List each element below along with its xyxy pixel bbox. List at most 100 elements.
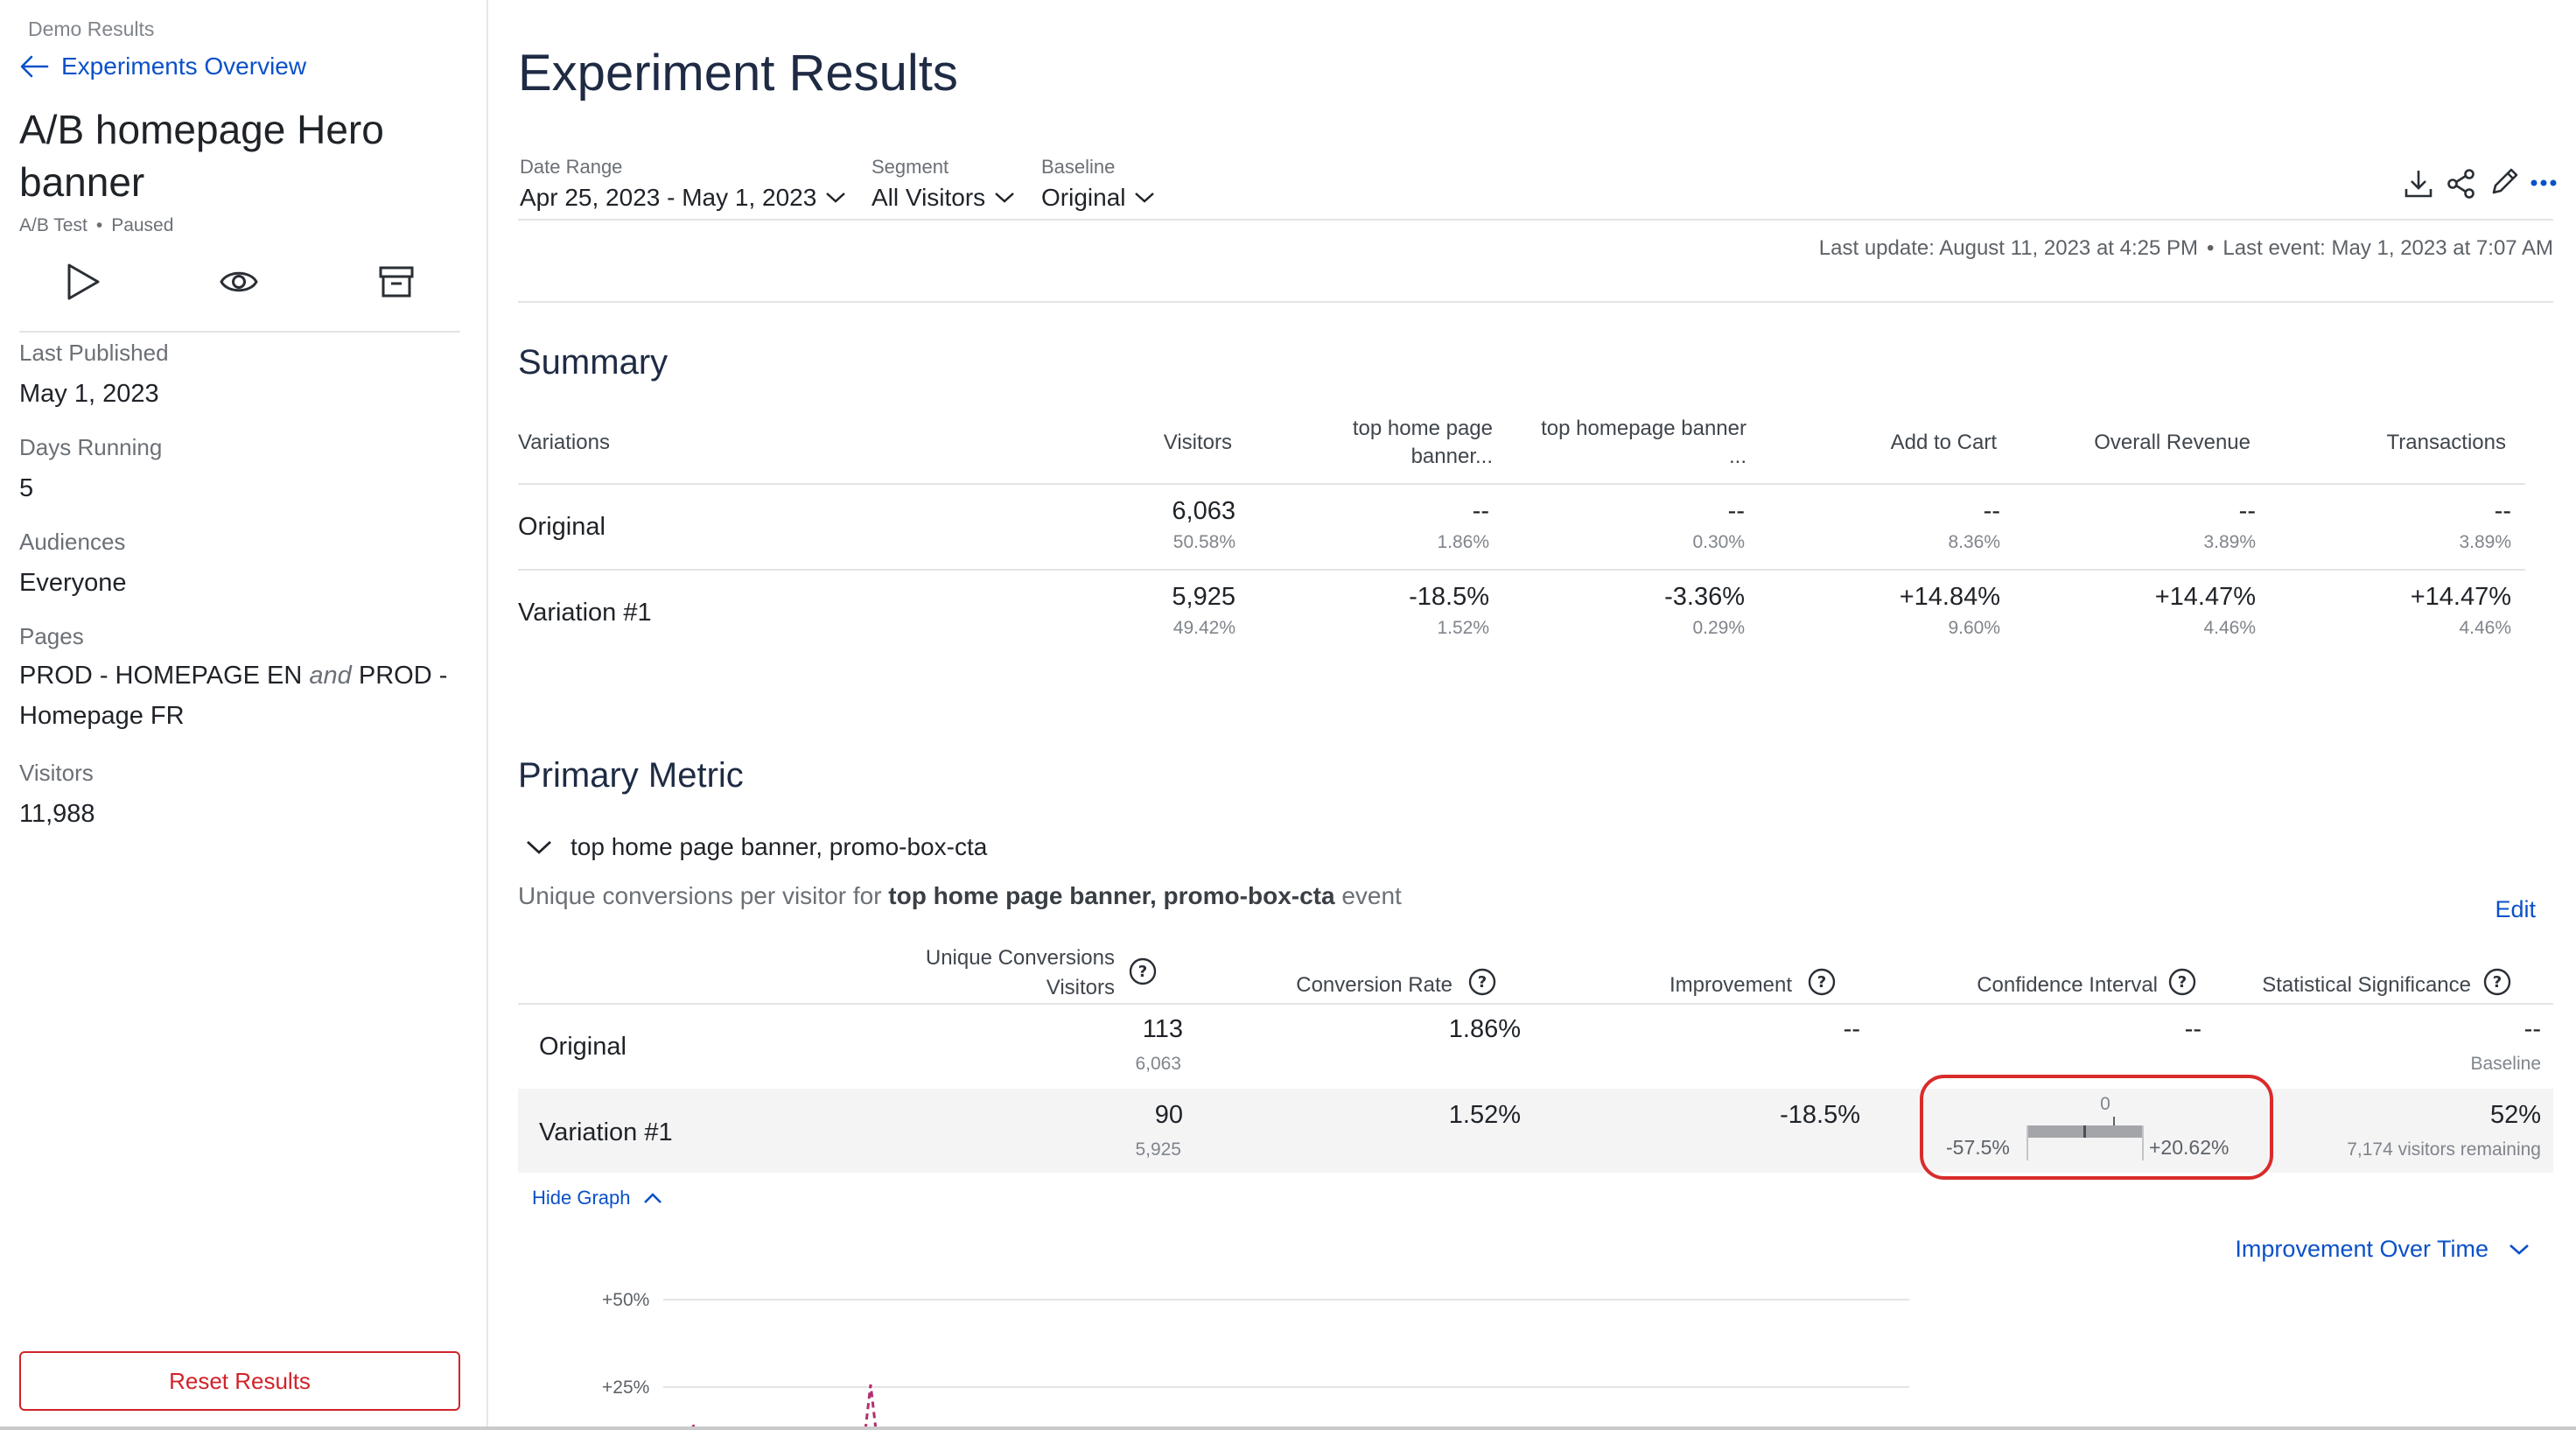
pages-label: Pages bbox=[19, 623, 84, 649]
summary-row-original-name: Original bbox=[518, 513, 606, 541]
y-tick-label: +25% bbox=[602, 1377, 650, 1398]
hide-graph-label: Hide Graph bbox=[532, 1187, 631, 1209]
ci-zero-tick bbox=[2113, 1117, 2115, 1125]
metric-cell-significance: -- bbox=[2524, 1015, 2541, 1043]
preview-eye-icon[interactable] bbox=[219, 266, 259, 298]
col3-line1: top home page bbox=[1352, 417, 1493, 440]
pages-and: and bbox=[309, 662, 352, 690]
summary-cell-sub: 9.60% bbox=[1948, 618, 2000, 638]
ci-high-tick bbox=[2142, 1125, 2144, 1160]
experiment-title-line2: banner bbox=[19, 159, 145, 205]
ci-zero-label: 0 bbox=[2100, 1094, 2110, 1114]
metric-cell-improvement: -18.5% bbox=[1780, 1101, 1860, 1129]
date-range-value: Apr 25, 2023 - May 1, 2023 bbox=[520, 184, 817, 211]
summary-row-variation-name: Variation #1 bbox=[518, 599, 652, 627]
col-unique-conversions: Unique Conversions Visitors bbox=[926, 943, 1115, 1003]
experiment-title-line1: A/B homepage Hero bbox=[19, 107, 384, 152]
summary-cell-sub: 0.29% bbox=[1692, 618, 1745, 638]
summary-cell-sub: 4.46% bbox=[2459, 618, 2511, 638]
last-published-label: Last Published bbox=[19, 340, 169, 366]
summary-header-divider bbox=[518, 483, 2525, 485]
help-icon[interactable]: ? bbox=[1129, 957, 1157, 985]
experiment-type: A/B Test bbox=[19, 215, 88, 235]
arrow-left-icon bbox=[19, 53, 49, 80]
help-icon[interactable]: ? bbox=[2483, 968, 2511, 996]
help-icon[interactable]: ? bbox=[1468, 968, 1496, 996]
col-visitors: Visitors bbox=[1163, 431, 1232, 454]
experiment-meta: A/B Test • Paused bbox=[19, 215, 173, 236]
metric-cell-significance: 52% bbox=[2489, 1101, 2541, 1129]
help-icon[interactable]: ? bbox=[2168, 968, 2196, 996]
segment-value: All Visitors bbox=[872, 184, 986, 211]
metric-toggle[interactable]: top home page banner, promo-box-cta bbox=[525, 833, 987, 861]
svg-text:?: ? bbox=[1138, 963, 1147, 981]
col-uc-line1: Unique Conversions bbox=[925, 946, 1115, 970]
more-options-icon[interactable] bbox=[2530, 179, 2557, 187]
edit-metric-link[interactable]: Edit bbox=[2495, 896, 2536, 922]
baseline-value: Original bbox=[1041, 184, 1126, 211]
summary-cell-sub: 49.42% bbox=[1172, 618, 1236, 638]
summary-cell: +14.47% bbox=[2154, 583, 2256, 611]
experiment-sidebar: Demo Results Experiments Overview A/B ho… bbox=[0, 0, 488, 1430]
reset-results-button[interactable]: Reset Results bbox=[19, 1351, 460, 1411]
bottom-edge bbox=[0, 1426, 2576, 1430]
ci-low-value: -57.5% bbox=[1946, 1136, 2010, 1159]
metric-cell-visitors: 6,063 bbox=[1135, 1054, 1181, 1074]
metric-description: Unique conversions per visitor for top h… bbox=[518, 882, 1402, 910]
graph-type-dropdown[interactable]: Improvement Over Time bbox=[2235, 1236, 2530, 1263]
col-statistical-significance: Statistical Significance bbox=[2262, 973, 2471, 997]
last-event-text: Last event: May 1, 2023 at 7:07 AM bbox=[2222, 236, 2553, 260]
share-icon[interactable] bbox=[2446, 168, 2476, 200]
metric-desc-prefix: Unique conversions per visitor for bbox=[518, 882, 882, 909]
metric-cell-significance-sub: Baseline bbox=[2470, 1054, 2541, 1074]
baseline-filter[interactable]: Baseline Original bbox=[1041, 156, 1155, 212]
archive-icon[interactable] bbox=[378, 264, 415, 299]
last-published-value: May 1, 2023 bbox=[19, 380, 159, 408]
chevron-down-icon bbox=[525, 839, 553, 855]
section-divider bbox=[518, 301, 2553, 303]
chevron-down-icon bbox=[2508, 1243, 2530, 1257]
update-info: Last update: August 11, 2023 at 4:25 PM … bbox=[1819, 236, 2553, 261]
col-top-homepage-banner: top homepage banner ... bbox=[1541, 415, 1746, 471]
gridline bbox=[663, 1299, 1909, 1300]
summary-cell: 5,925 bbox=[1172, 583, 1236, 611]
svg-text:?: ? bbox=[1478, 973, 1487, 992]
hide-graph-toggle[interactable]: Hide Graph bbox=[532, 1187, 662, 1209]
segment-filter[interactable]: Segment All Visitors bbox=[872, 156, 1015, 212]
metric-cell-conversions: 90 bbox=[1154, 1101, 1183, 1129]
metric-desc-event: top home page banner, promo-box-cta bbox=[888, 882, 1335, 909]
back-to-experiments-link[interactable]: Experiments Overview bbox=[19, 53, 306, 81]
summary-cell-sub: 4.46% bbox=[2203, 618, 2256, 638]
summary-cell-sub: 1.52% bbox=[1437, 618, 1489, 638]
metric-desc-suffix: event bbox=[1341, 882, 1402, 909]
col-conversion-rate: Conversion Rate bbox=[1296, 973, 1452, 997]
metric-row-variation-name: Variation #1 bbox=[539, 1118, 673, 1146]
ci-point-estimate bbox=[2083, 1125, 2086, 1138]
svg-text:?: ? bbox=[1817, 973, 1826, 992]
header-divider bbox=[518, 219, 2553, 221]
svg-text:?: ? bbox=[2493, 973, 2502, 992]
edit-pencil-icon[interactable] bbox=[2488, 166, 2520, 200]
col4-line2: ... bbox=[1728, 445, 1746, 468]
summary-cell: +14.47% bbox=[2410, 583, 2511, 611]
help-icon[interactable]: ? bbox=[1808, 968, 1836, 996]
segment-label: Segment bbox=[872, 156, 949, 178]
play-icon[interactable] bbox=[65, 263, 102, 301]
metric-cell-rate: 1.52% bbox=[1448, 1101, 1521, 1129]
metric-cell-rate: 1.86% bbox=[1448, 1015, 1521, 1043]
sidebar-context: Demo Results bbox=[28, 18, 155, 40]
date-range-filter[interactable]: Date Range Apr 25, 2023 - May 1, 2023 bbox=[520, 156, 846, 212]
page-1: PROD - HOMEPAGE EN bbox=[19, 662, 303, 690]
col-overall-revenue: Overall Revenue bbox=[2094, 431, 2250, 454]
page-title: Experiment Results bbox=[518, 45, 958, 102]
experiment-title: A/B homepage Hero banner bbox=[19, 103, 384, 208]
metric-cell-improvement: -- bbox=[1843, 1015, 1860, 1043]
experiment-status: Paused bbox=[111, 215, 174, 235]
baseline-label: Baseline bbox=[1041, 156, 1116, 178]
col4-line1: top homepage banner bbox=[1541, 417, 1746, 440]
summary-cell: -18.5% bbox=[1409, 583, 1489, 611]
download-icon[interactable] bbox=[2403, 168, 2434, 200]
summary-cell: -- bbox=[1983, 497, 2000, 525]
metric-cell-significance-sub: 7,174 visitors remaining bbox=[2347, 1139, 2541, 1160]
summary-cell: 6,063 bbox=[1172, 497, 1236, 525]
